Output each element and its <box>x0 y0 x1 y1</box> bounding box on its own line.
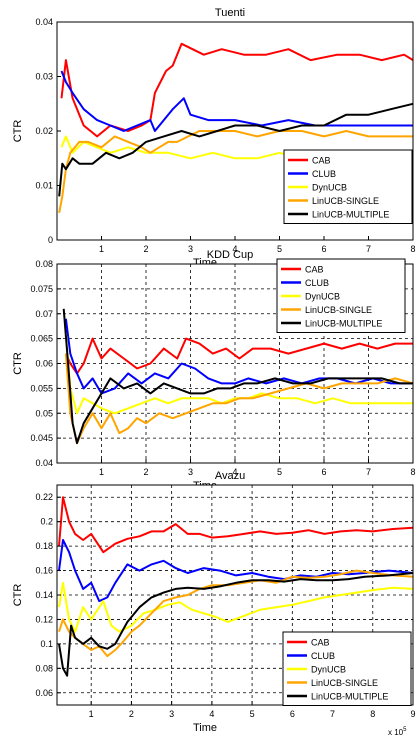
series-line-linucb-single <box>58 569 414 658</box>
x-tick-label: 1 <box>89 709 94 719</box>
legend: CAB CLUB DynUCB LinUCB-SINGLE LinUCB-MULTIPL… <box>283 149 413 224</box>
x-tick-label: 7 <box>366 244 371 254</box>
x-tick-label: 8 <box>370 709 375 719</box>
x-tick-label: 6 <box>321 467 326 477</box>
x-tick-label: 5 <box>277 467 282 477</box>
y-tick-label: 0.06 <box>35 359 53 369</box>
series-line-club <box>58 539 414 603</box>
x-tick-label: 2 <box>143 467 148 477</box>
x-tick-label: 4 <box>232 467 237 477</box>
y-axis-label: CTR <box>12 584 24 607</box>
y-tick-label: 0.01 <box>35 181 53 191</box>
chart-kdd-cup: 1 2 3 4 5 6 7 8 0.04 0.045 0.05 0.055 0.06 0.065 0.07 0… <box>12 249 416 495</box>
y-tick-label: 0.045 <box>30 433 53 443</box>
y-tick-label: 0.08 <box>35 663 53 673</box>
y-tick-label: 0.1 <box>40 639 53 649</box>
x-tick-label: 2 <box>129 709 134 719</box>
chart-tuenti: 1234567800.010.020.030.04TuentiTimeCTRx … <box>12 7 416 272</box>
legend-label-linucb-single: LinUCB-SINGLE <box>305 305 372 315</box>
series-line-cab <box>64 337 413 375</box>
y-tick-label: 0.07 <box>35 309 53 319</box>
x-tick-label: 5 <box>250 709 255 719</box>
legend-label-cab: CAB <box>305 265 324 275</box>
x-tick-label: 9 <box>410 709 415 719</box>
x-tick-label: 8 <box>410 467 415 477</box>
series-line-linucb-multiple <box>58 572 414 677</box>
legend-label-linucb-multiple: LinUCB-MULTIPLE <box>312 210 389 220</box>
x-tick-label: 5 <box>277 244 282 254</box>
y-tick-label: 0.18 <box>35 541 53 551</box>
chart-avazu: 1 2 3 4 5 6 7 8 9 0.06 0.08 0.1 0.12 0.14 0.16 0.18 0.2 0… <box>12 470 416 737</box>
chart-title: KDD Cup <box>207 249 253 261</box>
series-line-linucb-multiple <box>58 102 414 197</box>
y-axis-label: CTR <box>12 120 24 143</box>
series-line-cab <box>60 42 414 138</box>
y-tick-label: 0.065 <box>30 334 53 344</box>
legend-label-linucb-multiple: LinUCB-MULTIPLE <box>311 692 388 702</box>
chart-title: Tuenti <box>215 7 245 19</box>
legend-label-cab: CAB <box>311 638 330 648</box>
legend-label-dynucb: DynUCB <box>312 183 347 193</box>
y-tick-label: 0.2 <box>40 517 53 527</box>
y-tick-label: 0.04 <box>35 17 53 27</box>
y-tick-label: 0.055 <box>30 383 53 393</box>
y-tick-label: 0.22 <box>35 492 53 502</box>
y-tick-label: 0.06 <box>35 688 53 698</box>
x-tick-label: 1 <box>99 467 104 477</box>
y-tick-label: 0.02 <box>35 126 53 136</box>
y-tick-label: 0.03 <box>35 72 53 82</box>
x-tick-label: 1 <box>99 244 104 254</box>
legend-label-linucb-multiple: LinUCB-MULTIPLE <box>305 319 382 329</box>
legend: CAB CLUB DynUCB LinUCB-SINGLE LinUCB-MULTIPL… <box>282 631 412 706</box>
y-tick-label: 0.12 <box>35 614 53 624</box>
legend-label-club: CLUB <box>312 169 336 179</box>
y-tick-label: 0.04 <box>35 458 53 468</box>
x-tick-label: 3 <box>188 244 193 254</box>
legend-label-club: CLUB <box>311 651 335 661</box>
legend: CAB CLUB DynUCB LinUCB-SINGLE LinUCB-MULTIPL… <box>276 258 406 333</box>
legend-label-club: CLUB <box>305 278 329 288</box>
series-line-linucb-single <box>64 353 414 445</box>
series-line-club <box>60 70 413 132</box>
x-tick-label: 7 <box>330 709 335 719</box>
legend-label-dynucb: DynUCB <box>305 292 340 302</box>
x-tick-label: 4 <box>232 244 237 254</box>
x-tick-label: 6 <box>290 709 295 719</box>
series-line-linucb-single <box>58 130 413 213</box>
legend-label-linucb-single: LinUCB-SINGLE <box>312 196 379 206</box>
legend-label-linucb-single: LinUCB-SINGLE <box>311 678 378 688</box>
x-tick-label: 6 <box>321 244 326 254</box>
series-line-dynucb <box>58 581 414 633</box>
y-axis-label: CTR <box>12 352 24 375</box>
series-line-cab <box>58 496 414 554</box>
x-tick-label: 4 <box>209 709 214 719</box>
series-line-linucb-multiple <box>62 308 413 445</box>
y-tick-label: 0 <box>48 235 53 245</box>
y-tick-label: 0.14 <box>35 590 53 600</box>
y-tick-label: 0.16 <box>35 566 53 576</box>
y-tick-label: 0.05 <box>35 408 53 418</box>
x-tick-label: 2 <box>143 244 148 254</box>
x-tick-label: 3 <box>169 709 174 719</box>
x-tick-label: 8 <box>410 244 415 254</box>
legend-label-dynucb: DynUCB <box>311 665 346 675</box>
chart-title: Avazu <box>215 470 245 482</box>
legend-label-cab: CAB <box>312 156 331 166</box>
x-tick-label: 7 <box>366 467 371 477</box>
x-tick-label: 3 <box>188 467 193 477</box>
x-axis-label: Time <box>193 722 217 734</box>
x-axis-multiplier: x 105 <box>388 727 407 737</box>
y-tick-label: 0.075 <box>30 284 53 294</box>
y-tick-label: 0.08 <box>35 259 53 269</box>
